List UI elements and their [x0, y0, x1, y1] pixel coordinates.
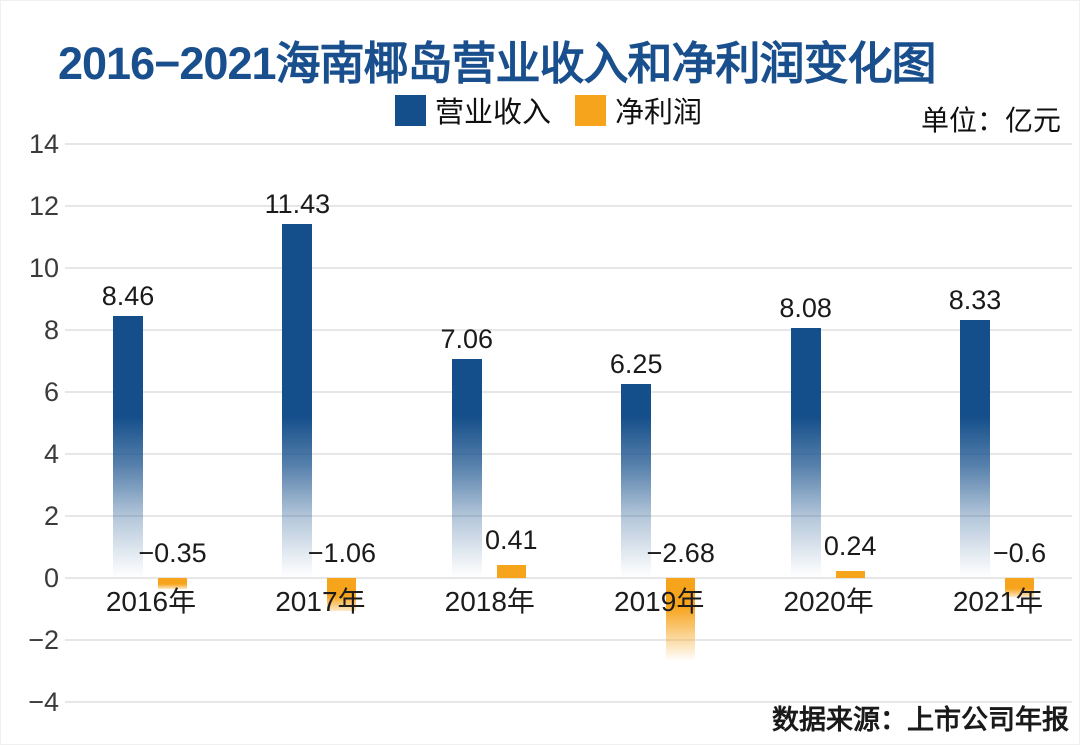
revenue-bar — [621, 384, 652, 578]
gridline — [65, 143, 1072, 145]
net-profit-value-label: −2.68 — [646, 538, 715, 568]
y-tick-label: 2 — [43, 501, 59, 531]
revenue-value-label: 6.25 — [609, 349, 663, 380]
legend-swatch-net-profit — [575, 94, 607, 126]
net-profit-bar — [1005, 578, 1034, 597]
net-profit-bar — [327, 578, 357, 611]
x-axis-label: 2020年 — [783, 586, 874, 617]
legend-label-revenue: 营业收入 — [435, 97, 552, 129]
gridline — [65, 515, 1072, 517]
revenue-bar — [113, 315, 143, 578]
gridline — [65, 701, 1072, 703]
gridline — [65, 577, 1072, 579]
revenue-value-label: 8.46 — [101, 280, 155, 311]
net-profit-value-label: 0.24 — [823, 530, 877, 561]
data-source-label: 数据来源：上市公司年报 — [772, 705, 1069, 735]
revenue-value-label: 8.33 — [948, 284, 1002, 315]
y-tick-label: 6 — [43, 377, 59, 407]
net-profit-value-label: −0.6 — [992, 538, 1047, 568]
chart-title: 2016−2021海南椰岛营业收入和净利润变化图 — [58, 38, 936, 89]
legend: 营业收入 净利润 — [395, 91, 702, 129]
net-profit-value-label: −0.35 — [138, 538, 207, 568]
revenue-bar — [282, 223, 313, 578]
x-axis-label: 2018年 — [444, 586, 535, 617]
x-axis-label: 2019年 — [614, 586, 705, 617]
legend-item-revenue: 营业收入 — [395, 89, 551, 131]
y-tick-label: 12 — [28, 191, 59, 221]
revenue-bar — [960, 319, 990, 578]
gridline — [65, 453, 1072, 455]
y-tick-label: −2 — [28, 625, 59, 655]
legend-swatch-revenue — [395, 94, 426, 126]
gridline — [65, 639, 1072, 641]
gridline — [65, 391, 1072, 393]
revenue-bar — [451, 359, 482, 578]
revenue-value-label: 7.06 — [440, 324, 494, 355]
revenue-value-label: 11.43 — [264, 188, 331, 219]
unit-label: 单位：亿元 — [920, 105, 1061, 136]
gridline — [65, 205, 1072, 207]
net-profit-bar — [666, 578, 696, 662]
revenue-bar — [790, 327, 821, 578]
x-axis-label: 2017年 — [275, 586, 366, 617]
net-profit-bar — [835, 570, 865, 578]
legend-label-net-profit: 净利润 — [615, 97, 703, 129]
gridline — [65, 329, 1072, 331]
legend-item-net-profit: 净利润 — [575, 89, 702, 131]
net-profit-bar — [158, 578, 187, 589]
x-axis-label: 2016年 — [105, 586, 197, 617]
y-tick-label: 0 — [43, 563, 59, 593]
y-tick-label: 8 — [43, 315, 59, 345]
net-profit-value-label: −1.06 — [307, 538, 377, 568]
y-tick-label: 10 — [28, 253, 59, 283]
y-tick-label: 14 — [28, 129, 59, 159]
net-profit-bar — [496, 565, 526, 578]
revenue-value-label: 8.08 — [779, 292, 832, 323]
x-axis-label: 2021年 — [952, 586, 1044, 617]
y-tick-label: −4 — [28, 687, 59, 717]
net-profit-value-label: 0.41 — [485, 525, 538, 556]
y-tick-label: 4 — [43, 439, 59, 469]
gridline — [65, 267, 1072, 269]
